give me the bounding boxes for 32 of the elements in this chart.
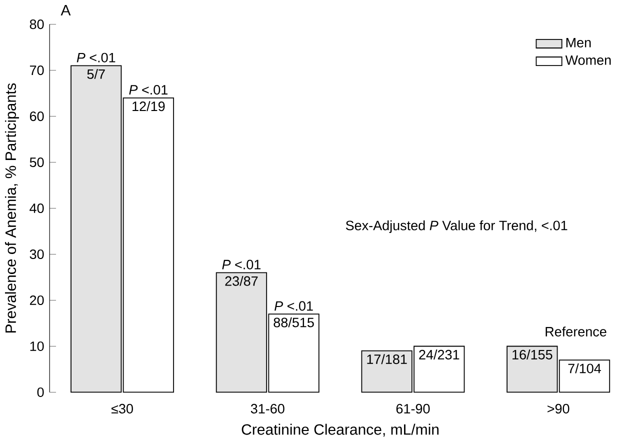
annotation: Reference [546,326,606,337]
x-tick-label: 31-60 [250,404,284,414]
x-tick-label: 61-90 [396,404,430,414]
y-tick-label: 10 [30,342,44,352]
data-label: 16/155 [512,350,552,360]
y-tick-label: 80 [30,20,44,30]
annotation: P <.01 [129,85,168,95]
data-label: 5/7 [87,69,105,80]
y-axis-title: Prevalence of Anemia, % Participants [5,84,19,333]
y-tick-label: 70 [30,66,44,76]
y-tick-label: 0 [37,388,44,398]
annotation: Sex-Adjusted P Value for Trend, <.01 [346,220,568,234]
y-tick-label: 30 [30,250,44,260]
x-tick-label: >90 [548,404,570,414]
data-label: 24/231 [419,350,460,360]
x-tick-label: ≤30 [111,404,133,414]
data-label: 17/181 [367,354,407,364]
annotation: P <.01 [76,53,116,63]
legend-label: Men [566,38,591,48]
annotation: P <.01 [274,301,313,311]
y-tick-label: 20 [30,296,44,306]
data-label: 23/87 [225,276,258,286]
data-label: 7/104 [568,364,601,374]
chart-title: A [60,5,71,16]
legend-label: Women [565,56,611,66]
x-axis-title: Creatinine Clearance, mL/min [242,424,439,437]
y-tick-label: 50 [30,158,44,168]
annotation: P <.01 [222,260,261,270]
y-tick-label: 40 [30,204,44,214]
data-label: 12/19 [132,101,165,112]
y-tick-label: 60 [30,112,44,122]
data-label: 88/515 [274,318,314,328]
